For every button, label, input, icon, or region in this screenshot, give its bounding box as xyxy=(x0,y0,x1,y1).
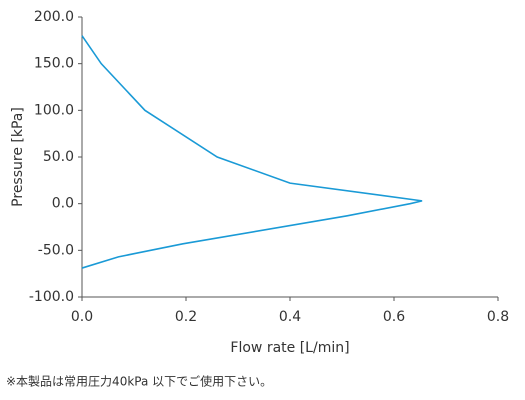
x-tick-label: 0.4 xyxy=(279,309,301,325)
x-axis-label: Flow rate [L/min] xyxy=(230,340,349,356)
y-tick-label: 0.0 xyxy=(52,196,74,212)
x-tick-label: 0.0 xyxy=(71,309,93,325)
y-tick-label: 150.0 xyxy=(34,56,74,72)
x-tick-label: 0.6 xyxy=(383,309,405,325)
y-tick-label: 100.0 xyxy=(34,102,74,118)
y-tick-label: 200.0 xyxy=(34,9,74,25)
y-axis-label: Pressure [kPa] xyxy=(10,107,26,207)
x-tick-label: 0.8 xyxy=(487,309,509,325)
y-tick-label: -100.0 xyxy=(29,289,74,305)
y-tick-label: 50.0 xyxy=(43,149,74,165)
data-line xyxy=(81,35,423,269)
x-tick-label: 0.2 xyxy=(175,309,197,325)
y-tick-label: -50.0 xyxy=(38,242,74,258)
footnote: ※本製品は常用圧力40kPa 以下でご使用下さい。 xyxy=(6,374,272,389)
